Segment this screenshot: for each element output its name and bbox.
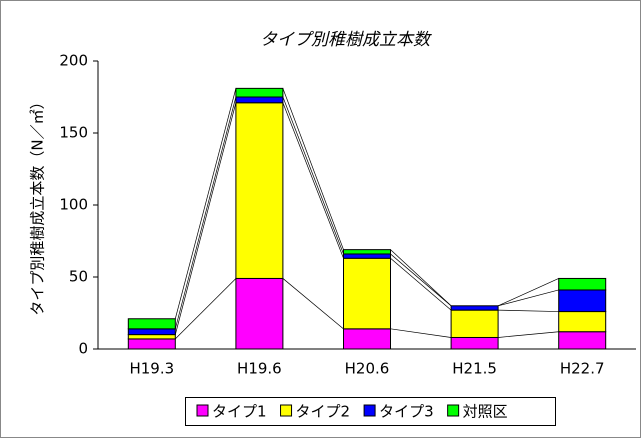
series-line bbox=[498, 309, 559, 312]
bar-segment bbox=[450, 336, 499, 350]
series-line bbox=[174, 88, 237, 319]
chart-title: タイプ別稚樹成立本数 bbox=[260, 30, 432, 50]
bar-segment bbox=[343, 249, 391, 255]
y-axis-label: タイプ別稚樹成立本数（N／㎡） bbox=[29, 94, 47, 315]
legend-label: タイプ2 bbox=[296, 403, 351, 421]
bar-segment bbox=[450, 305, 499, 311]
series-line bbox=[282, 278, 344, 330]
x-tick-label: H21.5 bbox=[452, 360, 497, 378]
series-line bbox=[174, 96, 237, 329]
legend-label: タイプ3 bbox=[379, 403, 434, 421]
bar-segment bbox=[127, 334, 176, 340]
bar-segment bbox=[558, 331, 607, 350]
series-line bbox=[390, 249, 452, 307]
bar-segment bbox=[343, 328, 391, 350]
bar-segment bbox=[235, 102, 284, 279]
bar-segment bbox=[450, 309, 499, 338]
y-tick-label: 150 bbox=[59, 124, 88, 142]
legend-swatch bbox=[196, 404, 209, 417]
legend-swatch bbox=[363, 404, 376, 417]
bar-segment bbox=[343, 257, 391, 330]
x-tick-label: H22.7 bbox=[560, 360, 605, 378]
series-line bbox=[498, 331, 559, 338]
x-tick-label: H20.6 bbox=[345, 360, 390, 378]
series-line bbox=[390, 258, 452, 311]
bar-segment bbox=[127, 338, 176, 350]
bar-segment bbox=[127, 328, 176, 336]
x-tick-label: H19.6 bbox=[237, 360, 282, 378]
legend-label: 対照区 bbox=[463, 403, 508, 421]
legend-label: タイプ1 bbox=[212, 403, 267, 421]
y-tick-label: 50 bbox=[69, 268, 88, 286]
bar-segment bbox=[235, 277, 284, 350]
y-tick-label: 200 bbox=[59, 52, 88, 70]
bar-segment bbox=[558, 277, 607, 291]
x-tick-label: H19.3 bbox=[129, 360, 174, 378]
series-line bbox=[497, 278, 559, 307]
bar-segment bbox=[235, 96, 284, 104]
legend-swatch bbox=[447, 404, 460, 417]
bar-segment bbox=[127, 318, 176, 330]
series-line bbox=[282, 96, 344, 255]
series-line bbox=[390, 253, 452, 307]
bar-segment bbox=[558, 311, 607, 333]
legend-swatch bbox=[280, 404, 293, 417]
bar-segment bbox=[235, 87, 284, 98]
series-line bbox=[282, 102, 344, 259]
series-line bbox=[390, 328, 452, 338]
y-tick-label: 100 bbox=[59, 196, 88, 214]
y-tick-label: 0 bbox=[78, 340, 88, 358]
bar-segment bbox=[343, 253, 391, 259]
series-line bbox=[282, 88, 344, 250]
series-line bbox=[498, 289, 559, 307]
series-line bbox=[174, 102, 237, 335]
series-line bbox=[175, 278, 237, 340]
bar-segment bbox=[558, 289, 607, 313]
